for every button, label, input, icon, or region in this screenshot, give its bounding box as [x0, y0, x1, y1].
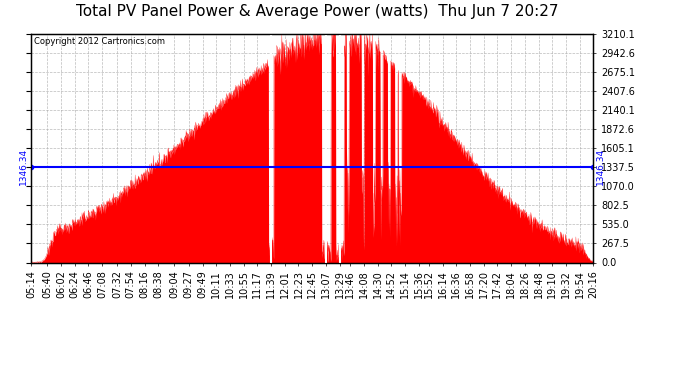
Text: 1346.34: 1346.34 [596, 148, 605, 185]
Text: 1346.34: 1346.34 [19, 148, 28, 185]
Text: Copyright 2012 Cartronics.com: Copyright 2012 Cartronics.com [34, 37, 165, 46]
Text: Total PV Panel Power & Average Power (watts)  Thu Jun 7 20:27: Total PV Panel Power & Average Power (wa… [76, 4, 559, 19]
